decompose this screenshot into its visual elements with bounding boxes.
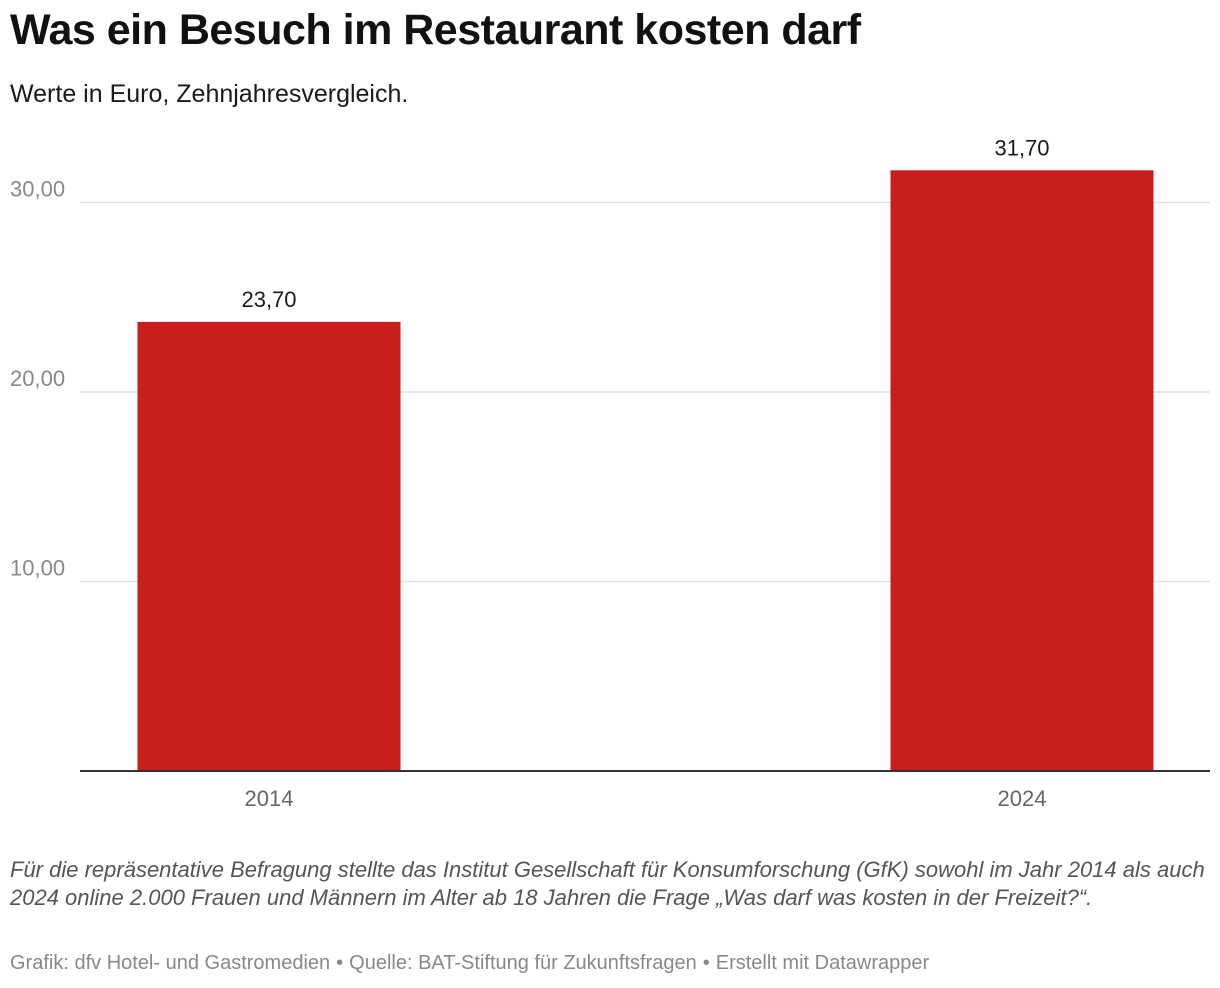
footer-separator: •: [702, 952, 710, 974]
data-label: 31,70: [994, 135, 1049, 160]
y-tick-label: 30,00: [10, 177, 65, 202]
bar-2014[interactable]: [137, 321, 401, 771]
footer-source[interactable]: Quelle: BAT-Stiftung für Zukunftsfragen: [349, 952, 697, 974]
footer-separator: •: [336, 952, 344, 974]
x-tick-label: 2024: [998, 786, 1047, 811]
y-tick-label: 10,00: [10, 556, 65, 581]
chart-title: Was ein Besuch im Restaurant kosten darf: [10, 6, 861, 54]
chart-footer: Grafik: dfv Hotel- und Gastromedien • Quel…: [10, 952, 929, 975]
chart-note: Für die repräsentative Befragung stellte…: [10, 857, 1205, 910]
footer-credit[interactable]: Erstellt mit Datawrapper: [715, 952, 930, 974]
data-label: 23,70: [241, 287, 296, 312]
bar-2024[interactable]: [890, 170, 1154, 771]
x-tick-label: 2014: [245, 786, 294, 811]
y-tick-label: 20,00: [10, 366, 65, 391]
chart-subtitle: Werte in Euro, Zehnjahresvergleich.: [10, 80, 409, 108]
footer-grafik: Grafik: dfv Hotel- und Gastromedien: [10, 952, 331, 974]
